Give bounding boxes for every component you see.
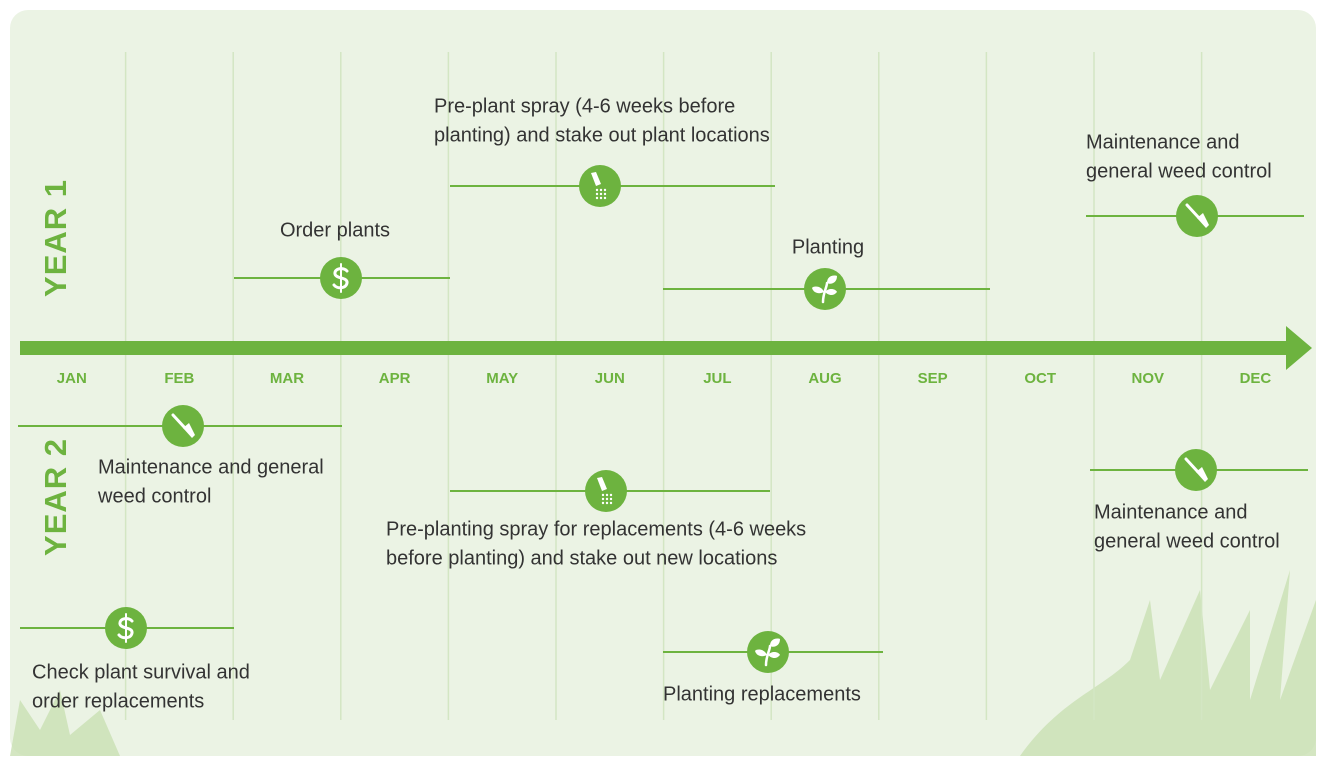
year-label: YEAR 1	[38, 179, 73, 297]
task-label: Maintenance and general	[98, 456, 324, 478]
task-label: general weed control	[1094, 530, 1280, 552]
month-label: NOV	[1132, 370, 1165, 387]
icon-circle	[585, 470, 627, 512]
spray-drop	[606, 502, 608, 504]
spray-drop	[604, 189, 606, 191]
icon-circle	[579, 165, 621, 207]
spray-drop	[604, 193, 606, 195]
task-label: Maintenance and	[1086, 131, 1239, 153]
spray-drop	[600, 197, 602, 199]
month-label: JAN	[57, 370, 87, 387]
spray-drop	[604, 197, 606, 199]
spray-drop	[602, 502, 604, 504]
spray-drop	[602, 498, 604, 500]
spray-drop	[610, 502, 612, 504]
spray-drop	[600, 193, 602, 195]
task-label: weed control	[97, 485, 211, 507]
task-label: before planting) and stake out new locat…	[386, 547, 777, 569]
year-label: YEAR 2	[38, 438, 73, 556]
spray-drop	[610, 498, 612, 500]
month-label: SEP	[918, 370, 948, 387]
task-label: Planting	[792, 236, 864, 258]
spray-drop	[596, 197, 598, 199]
month-label: APR	[379, 370, 411, 387]
task-label: Pre-planting spray for replacements (4-6…	[386, 518, 806, 540]
task-label: Order plants	[280, 219, 390, 241]
timeline: Order plants Pre-plant spray (4-6 weeks b…	[0, 0, 1319, 758]
spray-drop	[602, 494, 604, 496]
month-label: DEC	[1240, 370, 1272, 387]
timeline-arrow-shaft	[20, 341, 1290, 355]
task-label: Pre-plant spray (4-6 weeks before	[434, 95, 735, 117]
month-label: AUG	[808, 370, 841, 387]
task-label: general weed control	[1086, 160, 1272, 182]
spray-drop	[596, 193, 598, 195]
task-label: Planting replacements	[663, 683, 861, 705]
spray-drop	[610, 494, 612, 496]
task-label: Check plant survival and	[32, 661, 250, 683]
task-label: Maintenance and	[1094, 501, 1247, 523]
month-label: MAY	[486, 370, 518, 387]
spray-drop	[606, 498, 608, 500]
month-label: FEB	[164, 370, 194, 387]
month-label: MAR	[270, 370, 304, 387]
task-label: order replacements	[32, 690, 204, 712]
month-label: OCT	[1024, 370, 1056, 387]
task-label: planting) and stake out plant locations	[434, 124, 770, 146]
page: {"year_labels": ["YEAR 1", "YEAR 2"], "m…	[0, 0, 1319, 758]
spray-drop	[600, 189, 602, 191]
month-label: JUN	[595, 370, 625, 387]
spray-drop	[606, 494, 608, 496]
month-label: JUL	[703, 370, 731, 387]
spray-drop	[596, 189, 598, 191]
